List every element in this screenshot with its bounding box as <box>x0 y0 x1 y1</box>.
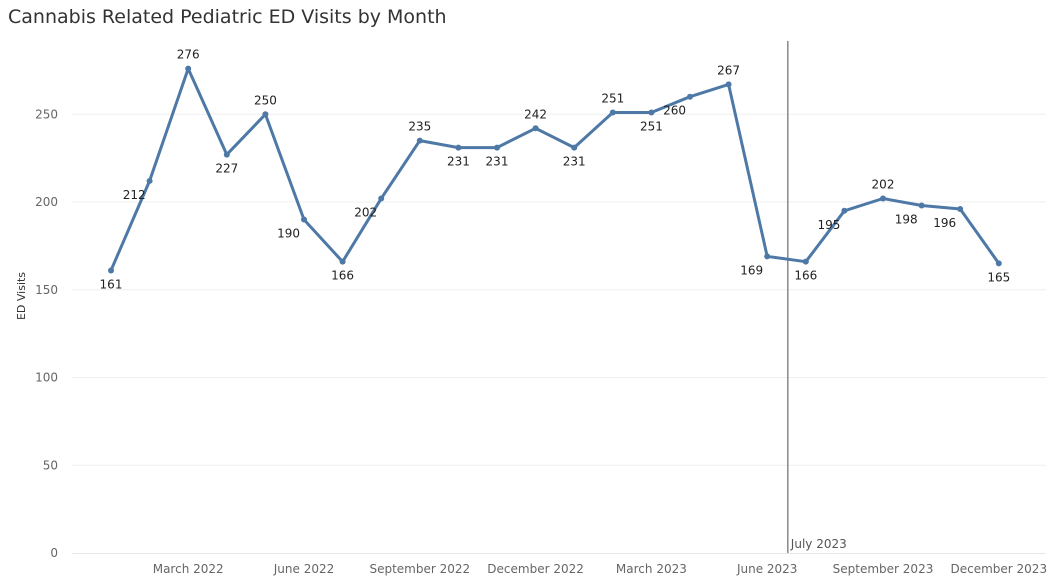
data-label: 250 <box>254 93 277 107</box>
data-point <box>609 109 616 116</box>
series-line <box>109 67 1001 272</box>
data-point <box>532 125 539 132</box>
data-point <box>802 258 809 265</box>
data-point <box>918 202 925 209</box>
y-tick-label: 150 <box>35 283 58 297</box>
data-label: 235 <box>408 120 431 134</box>
data-point <box>416 137 423 144</box>
reference-line-label: July 2023 <box>790 537 847 551</box>
y-tick-label: 0 <box>50 546 58 560</box>
data-label: 267 <box>717 63 740 77</box>
data-label: 231 <box>563 155 586 169</box>
data-label: 260 <box>663 104 686 118</box>
x-tick-label: March 2023 <box>616 562 687 576</box>
data-label: 276 <box>177 48 200 62</box>
data-label: 166 <box>794 269 817 283</box>
data-point <box>687 93 693 100</box>
chart-title: Cannabis Related Pediatric ED Visits by … <box>8 6 447 28</box>
data-label: 161 <box>100 277 123 291</box>
x-tick-label: June 2023 <box>736 562 798 576</box>
y-tick-label: 200 <box>35 195 58 209</box>
data-point <box>455 144 462 151</box>
data-point <box>301 216 307 223</box>
y-tick-label: 100 <box>35 371 58 385</box>
x-tick-label: March 2022 <box>153 562 224 576</box>
data-label: 227 <box>215 162 238 176</box>
data-label: 231 <box>486 155 509 169</box>
y-axis-label: ED Visits <box>15 272 28 320</box>
data-label: 251 <box>601 91 624 105</box>
data-point <box>262 111 269 118</box>
data-label: 195 <box>817 218 840 232</box>
data-point <box>571 144 578 151</box>
data-label: 242 <box>524 107 547 121</box>
data-label: 198 <box>895 213 918 227</box>
data-point <box>841 207 848 214</box>
data-point <box>185 65 192 72</box>
data-point <box>995 260 1002 267</box>
data-label: 202 <box>872 177 895 191</box>
data-label: 165 <box>987 270 1010 284</box>
x-tick-label: December 2022 <box>487 562 584 576</box>
data-point <box>108 267 114 274</box>
x-tick-label: September 2022 <box>369 562 470 576</box>
data-label: 190 <box>277 227 300 241</box>
data-label: 166 <box>331 269 354 283</box>
x-tick-label: December 2023 <box>951 562 1048 576</box>
data-point <box>223 151 230 158</box>
x-tick-label: September 2023 <box>833 562 934 576</box>
data-point <box>339 258 346 265</box>
data-point <box>764 253 771 260</box>
data-point <box>957 206 964 213</box>
data-point <box>880 195 886 202</box>
data-point <box>648 109 655 116</box>
y-tick-label: 250 <box>35 107 58 121</box>
data-label: 212 <box>123 188 146 202</box>
data-point <box>146 177 153 184</box>
data-label: 231 <box>447 155 470 169</box>
data-point <box>725 81 732 88</box>
data-label: 251 <box>640 119 663 133</box>
data-label: 169 <box>740 263 763 277</box>
x-tick-label: June 2022 <box>273 562 335 576</box>
data-point <box>378 195 385 202</box>
y-tick-label: 50 <box>43 458 58 472</box>
data-point <box>494 144 500 151</box>
data-label: 202 <box>354 205 377 219</box>
data-label: 196 <box>933 216 956 230</box>
